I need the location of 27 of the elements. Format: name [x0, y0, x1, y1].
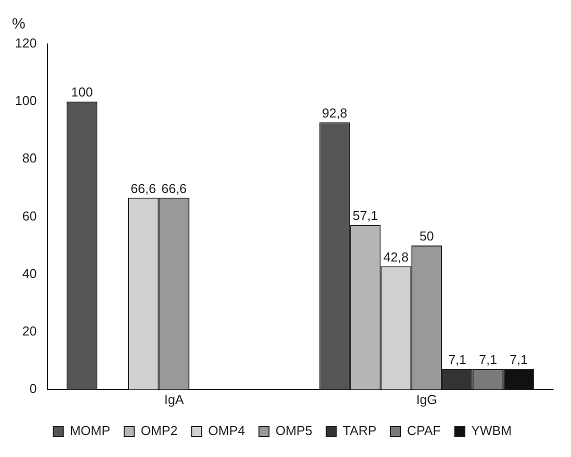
- y-tick-label: 120: [14, 36, 37, 51]
- y-tick-label: 60: [22, 208, 37, 224]
- y-tick-label: 100: [14, 93, 37, 108]
- data-label: 42,8: [383, 249, 409, 264]
- y-tick-label: 40: [22, 266, 37, 281]
- data-label: 7,1: [478, 352, 498, 368]
- data-label: 100: [71, 84, 93, 100]
- x-tick-label: IgA: [164, 392, 184, 407]
- legend-label: OMP4: [208, 423, 245, 438]
- y-axis-title: %: [12, 16, 26, 33]
- data-label: 7,1: [448, 352, 466, 368]
- x-tick-label: IgG: [416, 392, 438, 407]
- data-label: 92,8: [322, 105, 348, 120]
- y-tick-label: 0: [29, 380, 37, 396]
- data-label: 66,6: [161, 180, 187, 196]
- legend-label: TARP: [342, 423, 377, 438]
- legend-label: OMP2: [140, 423, 178, 438]
- legend-label: CPAF: [407, 423, 441, 438]
- y-tick-label: 80: [22, 150, 37, 166]
- data-label: 66,6: [130, 180, 156, 196]
- legend-label: YWBM: [471, 423, 512, 438]
- legend-label: MOMP: [70, 423, 110, 438]
- data-label: 50: [419, 228, 434, 244]
- data-label: 7,1: [510, 352, 528, 368]
- data-label: 57,1: [352, 208, 378, 224]
- y-tick-label: 20: [22, 323, 37, 338]
- legend-label: OMP5: [275, 423, 312, 438]
